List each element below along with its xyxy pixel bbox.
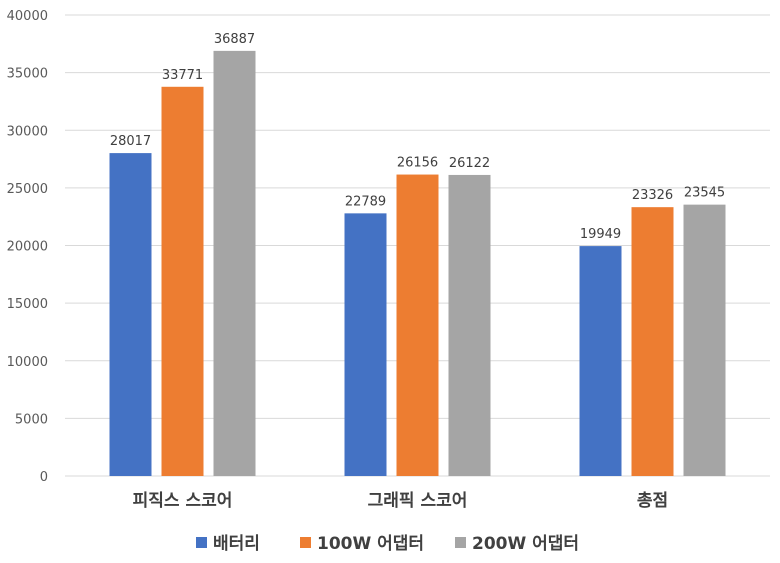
y-tick-label: 30000 — [7, 124, 48, 139]
y-tick-label: 40000 — [7, 9, 48, 24]
data-label: 19949 — [580, 227, 621, 242]
y-tick-label: 25000 — [7, 182, 48, 197]
y-tick-label: 0 — [40, 470, 48, 485]
data-label: 33771 — [162, 68, 203, 83]
bar — [396, 174, 439, 476]
x-category-label: 총점 — [637, 491, 668, 511]
data-label: 23326 — [632, 188, 673, 203]
bar — [631, 207, 674, 476]
legend-label: 200W 어댑터 — [472, 534, 579, 554]
y-tick-label: 15000 — [7, 297, 48, 312]
data-label: 23545 — [684, 186, 725, 201]
bar — [109, 153, 152, 477]
x-category-label: 피직스 스코어 — [133, 491, 233, 511]
legend-swatch — [455, 537, 466, 548]
x-category-label: 그래픽 스코어 — [368, 491, 468, 511]
data-label: 26122 — [449, 156, 490, 171]
legend-swatch — [196, 537, 207, 548]
data-label: 36887 — [214, 32, 255, 47]
data-label: 22789 — [345, 194, 386, 209]
y-tick-label: 5000 — [15, 412, 48, 427]
bar — [161, 86, 204, 477]
bar — [579, 246, 622, 476]
data-label: 28017 — [110, 134, 151, 149]
y-tick-label: 20000 — [7, 240, 48, 255]
data-label: 26156 — [397, 156, 438, 171]
legend-label: 배터리 — [213, 534, 260, 554]
y-tick-label: 35000 — [7, 67, 48, 82]
bar — [344, 213, 387, 476]
bar — [683, 204, 726, 477]
bar — [213, 50, 256, 477]
legend-label: 100W 어댑터 — [317, 534, 424, 554]
y-tick-label: 10000 — [7, 355, 48, 370]
legend-swatch — [300, 537, 311, 548]
bar — [448, 174, 491, 476]
